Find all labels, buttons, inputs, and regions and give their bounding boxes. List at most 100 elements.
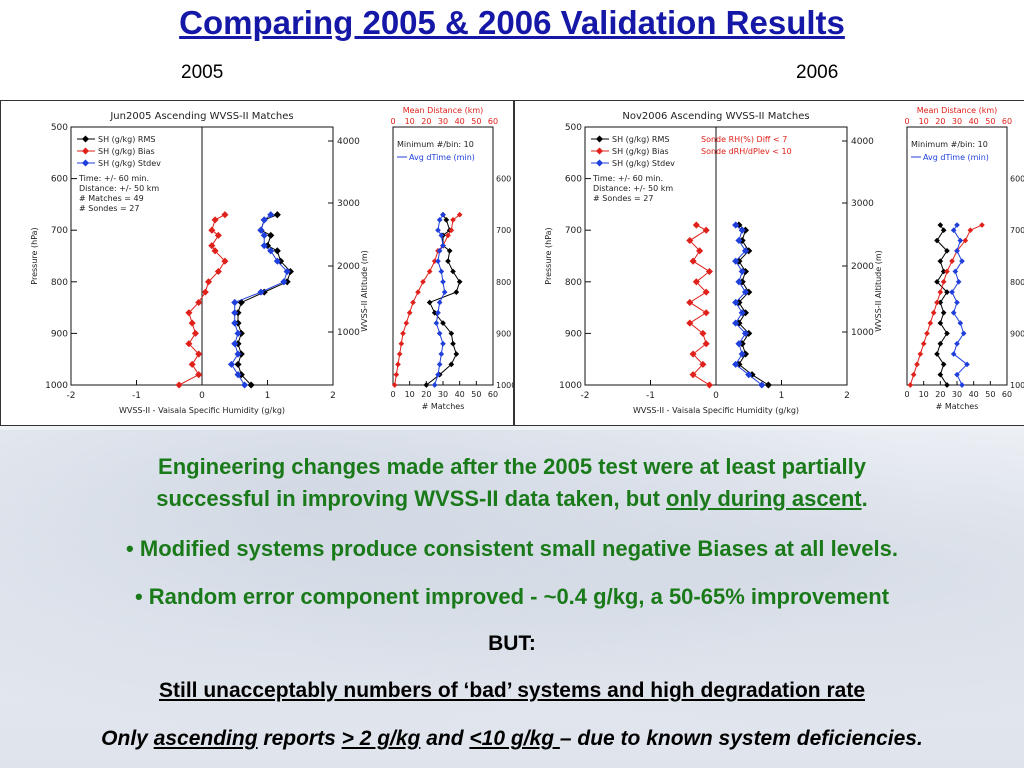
x-tick-label: 2 xyxy=(844,391,850,401)
side-point-dtime xyxy=(440,278,446,285)
side-bottom-tick-label: 40 xyxy=(969,390,979,399)
data-point-bias xyxy=(175,381,183,389)
side-point-matches xyxy=(937,258,944,264)
side-top-tick-label: 60 xyxy=(1002,117,1012,126)
side-point-matches xyxy=(944,289,950,295)
side-point-dtime xyxy=(441,289,448,295)
y-axis-label: Pressure (hPa) xyxy=(30,227,39,284)
stats-annotation: # Sondes = 27 xyxy=(79,204,139,213)
data-point-bias xyxy=(221,257,229,265)
y-tick-label: 700 xyxy=(565,226,582,236)
data-point-bias xyxy=(211,247,219,255)
side-point-dtime xyxy=(435,258,441,264)
side-point-matches xyxy=(445,258,451,264)
data-point-stdev xyxy=(260,231,268,239)
side-point-matches xyxy=(940,268,947,275)
side-point-distance xyxy=(930,309,937,316)
side-point-dtime xyxy=(952,268,959,275)
legend-label: SH (g/kg) Bias xyxy=(98,147,155,156)
side-bottom-tick-label: 60 xyxy=(488,390,498,399)
stats-annotation: Time: +/- 60 min. xyxy=(592,174,663,183)
side-point-dtime xyxy=(436,361,443,368)
y-tick-label: 800 xyxy=(51,278,68,288)
side-right-tick-label: 800 xyxy=(496,278,511,287)
data-point-bias xyxy=(705,381,713,389)
side-point-matches xyxy=(940,309,947,316)
chart-title: Jun2005 Ascending WVSS-II Matches xyxy=(109,111,293,122)
x-tick-label: 1 xyxy=(265,391,271,401)
side-right-tick-label: 700 xyxy=(496,226,511,235)
side-point-matches xyxy=(937,299,944,306)
legend-marker xyxy=(81,135,90,143)
y-tick-label: 1000 xyxy=(45,381,68,391)
data-point-bias xyxy=(185,309,193,317)
side-line-dtime xyxy=(951,224,968,386)
side-x-axis-label: # Matches xyxy=(422,402,465,411)
chart-2005: Jun2005 Ascending WVSS-II Matches -2 -1 0 1 2… xyxy=(30,106,513,415)
year-label-right: 2006 xyxy=(796,62,839,83)
side-point-matches xyxy=(944,382,950,388)
alt-tick-label: 4000 xyxy=(851,137,874,147)
side-point-distance xyxy=(917,351,924,357)
data-point-bias xyxy=(689,371,697,379)
stats-annotation: Time: +/- 60 min. xyxy=(78,174,149,183)
side-point-matches xyxy=(448,330,455,337)
x-axis-label: WVSS-II - Vaisala Specific Humidity (g/k… xyxy=(119,406,285,415)
side-bottom-tick-label: 20 xyxy=(935,390,945,399)
data-point-bias xyxy=(188,319,196,327)
side-point-distance xyxy=(934,299,940,306)
side-top-tick-label: 20 xyxy=(935,117,945,126)
side-point-distance xyxy=(979,222,985,228)
data-point-bias xyxy=(185,340,193,348)
side-point-dtime xyxy=(954,299,960,306)
y-tick-label: 500 xyxy=(51,123,68,133)
filter-annotation: Sonde dRH/dPlev < 10 xyxy=(701,147,792,156)
data-point-stdev xyxy=(280,278,288,286)
side-title: Mean Distance (km) xyxy=(403,106,484,115)
side-point-matches xyxy=(944,248,950,254)
side-point-matches xyxy=(937,340,944,347)
side-point-matches xyxy=(426,299,433,306)
side-point-matches xyxy=(450,340,456,347)
legend-label: SH (g/kg) Bias xyxy=(612,147,669,156)
y-tick-label: 1000 xyxy=(559,381,582,391)
side-point-distance xyxy=(415,289,421,295)
chart-2006: Nov2006 Ascending WVSS-II Matches -2 -1 0 1 2… xyxy=(544,106,1024,415)
side-point-distance xyxy=(391,382,398,388)
side-x-axis-label: # Matches xyxy=(936,402,979,411)
side-point-dtime xyxy=(440,242,446,249)
data-point-bias xyxy=(201,288,209,296)
data-point-bias xyxy=(692,221,700,229)
x-tick-label: -1 xyxy=(132,391,141,401)
side-point-matches xyxy=(431,309,438,316)
data-point-stdev xyxy=(231,340,239,348)
x-tick-label: -1 xyxy=(646,391,655,401)
legend-label: SH (g/kg) RMS xyxy=(98,135,155,144)
data-point-stdev xyxy=(257,226,265,234)
side-bottom-tick-label: 10 xyxy=(405,390,415,399)
side-point-dtime xyxy=(950,309,957,316)
altitude-axis-label: WVSS-II Altitude (m) xyxy=(874,250,883,332)
data-point-bias xyxy=(686,236,694,245)
side-point-dtime xyxy=(957,320,964,326)
side-point-matches xyxy=(940,361,947,368)
side-point-matches xyxy=(448,361,455,368)
data-point-bias xyxy=(214,231,222,239)
side-point-matches xyxy=(423,382,430,388)
data-point-rms xyxy=(764,381,772,389)
side-point-dtime xyxy=(436,299,443,306)
side-note-dtime: Avg dTime (min) xyxy=(923,153,989,162)
side-point-matches xyxy=(456,278,463,285)
legend-label: SH (g/kg) Stdev xyxy=(98,159,161,168)
stats-annotation: # Sondes = 27 xyxy=(593,194,653,203)
side-bottom-tick-label: 0 xyxy=(904,390,909,399)
side-point-matches xyxy=(934,237,940,244)
summary-line-2: successful in improving WVSS-II data tak… xyxy=(156,486,868,511)
side-right-tick-label: 900 xyxy=(496,329,511,338)
data-point-bias xyxy=(696,247,704,255)
alt-tick-label: 4000 xyxy=(337,137,360,147)
x-tick-label: -2 xyxy=(581,391,590,401)
side-top-tick-label: 0 xyxy=(904,117,909,126)
side-point-distance xyxy=(949,258,955,264)
data-point-rms xyxy=(273,247,281,255)
